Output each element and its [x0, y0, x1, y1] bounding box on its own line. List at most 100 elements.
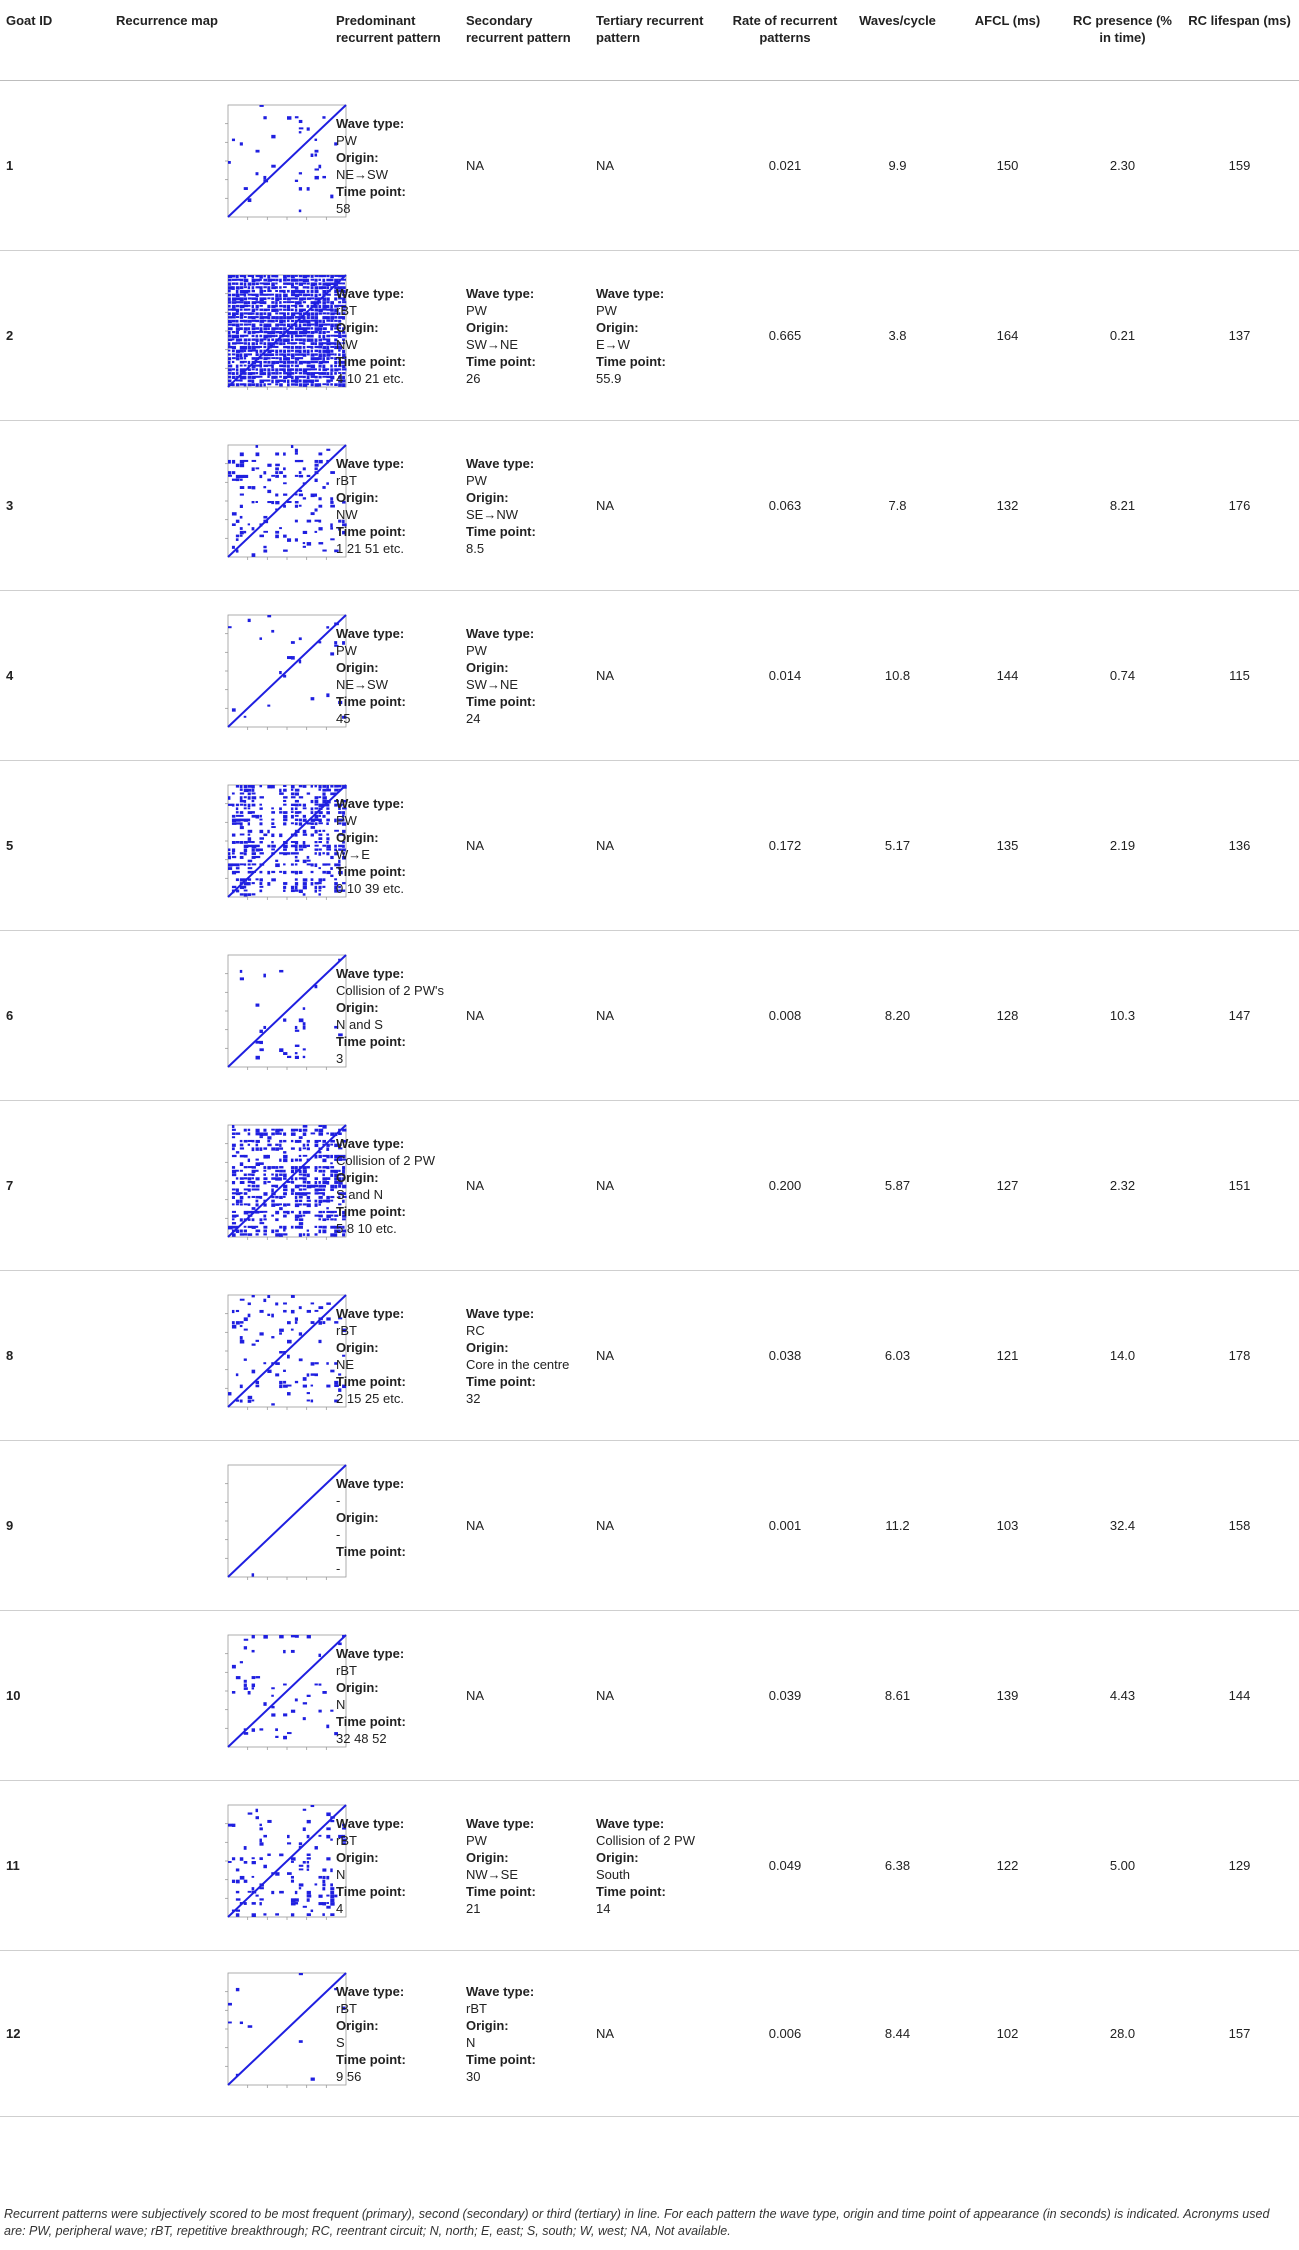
recurrence-dot	[259, 870, 263, 873]
recurrence-dot	[243, 1229, 247, 1232]
recurrence-dot	[287, 1871, 292, 1875]
recurrence-dot	[326, 345, 330, 349]
recurrence-dot	[334, 1894, 338, 1897]
recurrence-dot	[342, 379, 346, 382]
recurrence-dot	[228, 334, 232, 338]
rate-cell: 0.014	[768, 668, 802, 683]
recurrence-dot	[231, 1154, 237, 1157]
recurrence-dot	[334, 330, 339, 333]
recurrence-dot	[231, 304, 236, 309]
recurrence-dot	[294, 337, 299, 341]
recurrence-dot	[251, 1195, 256, 1198]
recurrence-dot	[318, 304, 322, 308]
recurrence-dot	[322, 341, 327, 344]
recurrence-dot	[330, 315, 335, 320]
recurrence-dot	[279, 289, 284, 292]
recurrence-dot	[287, 360, 291, 364]
tertiary-pattern-cell: NA	[596, 1348, 615, 1363]
recurrence-dot	[338, 319, 342, 323]
recurrence-dot	[334, 1176, 337, 1181]
recurrence-dot	[330, 1169, 335, 1173]
rc-presence-cell: 10.3	[1109, 1008, 1136, 1023]
recurrence-dot	[275, 367, 279, 372]
recurrence-dot	[267, 334, 272, 338]
recurrence-dot	[342, 349, 346, 353]
recurrence-dot	[228, 360, 231, 364]
recurrence-dot	[228, 474, 232, 477]
recurrence-dot	[275, 1217, 279, 1221]
recurrence-dot	[279, 833, 283, 837]
recurrence-dot	[342, 1841, 346, 1844]
recurrence-dot	[318, 1210, 323, 1213]
recurrence-dot	[322, 1225, 327, 1229]
recurrence-dot	[290, 814, 294, 819]
recurrence-map-cell	[110, 1781, 347, 1951]
recurrence-dot	[228, 326, 233, 330]
recurrence-dot	[290, 1225, 294, 1229]
origin-value: S and N	[336, 1186, 383, 1202]
recurrence-dot	[314, 315, 319, 319]
recurrence-dot	[275, 349, 279, 353]
recurrence-dot	[290, 1146, 295, 1150]
recurrence-dot	[314, 311, 318, 316]
recurrence-dot	[259, 1210, 264, 1213]
time-point-value: 0 10 39 etc.	[336, 880, 404, 896]
recurrence-dot	[259, 1135, 263, 1138]
recurrence-dot	[314, 349, 319, 352]
rc-lifespan-cell: 147	[1228, 1008, 1251, 1023]
recurrence-dot	[251, 1399, 255, 1401]
recurrence-dot	[255, 293, 259, 297]
recurrence-dot	[290, 1180, 295, 1184]
recurrence-dot	[294, 799, 299, 802]
recurrence-diagonal	[227, 443, 347, 558]
recurrence-dot	[231, 356, 236, 359]
recurrence-dot	[326, 821, 329, 825]
recurrence-dot	[243, 1901, 247, 1905]
recurrence-dot	[267, 1313, 271, 1316]
recurrence-map	[225, 1633, 347, 1750]
recurrence-dot	[231, 833, 236, 837]
recurrence-dot	[338, 341, 342, 346]
recurrence-dot	[243, 364, 247, 366]
header-rc-lifespan: RC lifespan (ms)	[1180, 0, 1299, 81]
recurrence-dot	[298, 1199, 303, 1202]
recurrence-dot	[318, 1229, 322, 1233]
recurrence-dot	[326, 1361, 329, 1365]
recurrence-dot	[314, 167, 319, 171]
recurrence-dot	[334, 1210, 337, 1213]
recurrence-dot	[306, 323, 312, 326]
recurrence-dot	[338, 326, 342, 329]
recurrence-dot	[298, 1210, 302, 1214]
recurrence-dot	[267, 274, 271, 279]
recurrence-dot	[279, 375, 282, 378]
recurrence-dot	[322, 1879, 326, 1883]
recurrence-dot	[330, 367, 334, 372]
recurrence-dot	[235, 1309, 240, 1312]
recurrence-dot	[298, 1135, 303, 1139]
recurrence-dot	[263, 515, 268, 518]
recurrence-dot	[255, 1176, 260, 1180]
recurrence-dot	[275, 371, 279, 375]
recurrence-dot	[271, 784, 275, 788]
recurrence-dot	[306, 345, 311, 348]
recurrence-dot	[263, 289, 267, 292]
wave-type-label: Wave type:	[336, 285, 405, 301]
recurrence-dot	[228, 371, 232, 375]
recurrence-dot	[259, 382, 263, 387]
recurrence-dot	[283, 844, 288, 848]
recurrence-dot	[283, 1195, 286, 1198]
recurrence-dot	[251, 345, 256, 350]
recurrence-dot	[294, 537, 298, 542]
recurrence-dot	[251, 379, 255, 383]
recurrence-dot	[231, 1221, 237, 1224]
recurrence-dot	[247, 1131, 251, 1135]
recurrence-dot	[314, 814, 319, 818]
recurrence-dot	[255, 1055, 260, 1059]
recurrence-dot	[283, 784, 287, 787]
recurrence-dot	[310, 881, 314, 885]
time-point-value: 26	[466, 370, 481, 386]
recurrence-dot	[310, 311, 315, 316]
recurrence-dot	[338, 1176, 342, 1181]
recurrence-dot	[247, 791, 251, 795]
recurrence-dot	[228, 349, 231, 352]
